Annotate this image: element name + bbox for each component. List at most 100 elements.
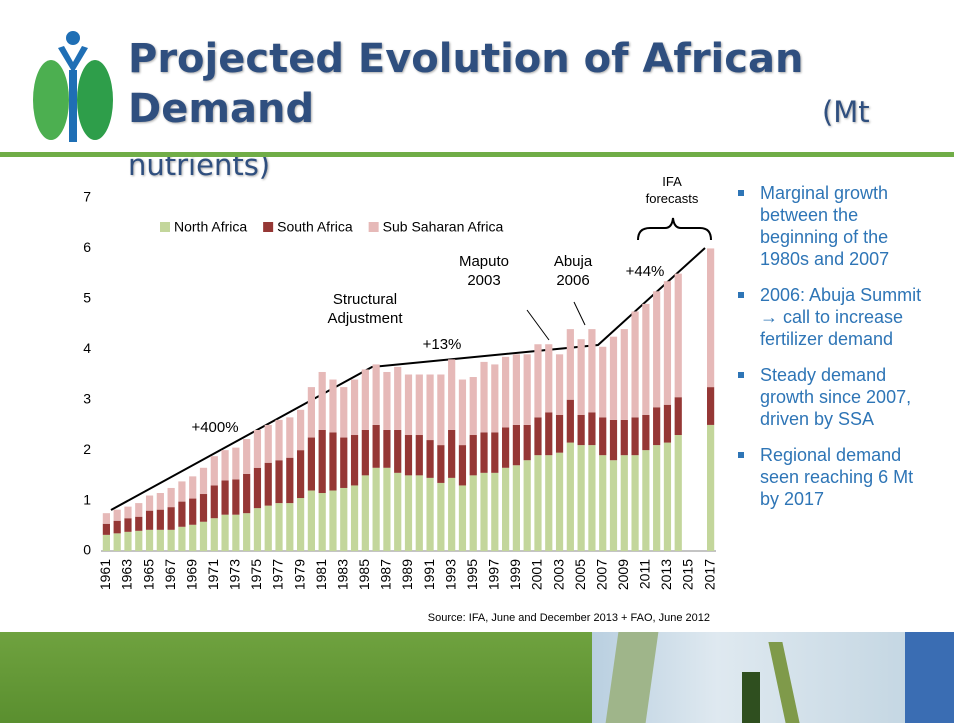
bar-segment bbox=[404, 435, 413, 476]
y-tick-label: 2 bbox=[83, 441, 91, 457]
x-tick-label: 1989 bbox=[399, 559, 415, 590]
bar-segment bbox=[275, 503, 283, 551]
x-tick-label: 1981 bbox=[313, 559, 329, 590]
bar-segment bbox=[674, 273, 682, 398]
x-tick-label: 1993 bbox=[442, 559, 458, 590]
bar-segment bbox=[243, 439, 251, 474]
x-tick-label: 1995 bbox=[464, 559, 480, 590]
bar-segment bbox=[502, 467, 510, 551]
bar-segment bbox=[340, 437, 348, 488]
bar-segment bbox=[653, 407, 661, 446]
bar-segment bbox=[199, 467, 208, 495]
bar-segment bbox=[426, 374, 434, 441]
bar-segment bbox=[707, 387, 715, 425]
arrow bbox=[573, 301, 586, 326]
bar-segment bbox=[458, 379, 467, 446]
bar-segment bbox=[135, 516, 143, 531]
y-tick-label: 0 bbox=[83, 542, 91, 558]
bar-segment bbox=[458, 485, 467, 551]
bar-segment bbox=[480, 432, 488, 473]
bar-segment bbox=[448, 429, 456, 478]
bar-segment bbox=[577, 445, 585, 551]
x-tick-label: 2007 bbox=[593, 559, 609, 590]
bar-segment bbox=[448, 477, 456, 551]
bar-segment bbox=[340, 487, 348, 551]
bar-segment bbox=[394, 472, 402, 551]
brace bbox=[637, 217, 712, 241]
bar-segment bbox=[178, 481, 186, 502]
annotation: +13% bbox=[422, 336, 462, 353]
bar-segment bbox=[275, 460, 283, 504]
bar-segment bbox=[135, 530, 143, 551]
bar-segment bbox=[340, 387, 348, 438]
bar-segment bbox=[113, 509, 121, 521]
logo bbox=[33, 31, 113, 142]
x-tick-label: 2009 bbox=[615, 559, 631, 590]
bar-segment bbox=[620, 455, 628, 551]
x-tick-label: 1973 bbox=[227, 559, 243, 590]
bar-segment bbox=[599, 346, 607, 418]
bar-segment bbox=[124, 506, 132, 519]
annotation: Structural Adjustment bbox=[327, 291, 403, 327]
bar-segment bbox=[124, 531, 132, 551]
bar-segment bbox=[156, 509, 164, 530]
bar-segment bbox=[167, 507, 175, 530]
bar-segment bbox=[383, 429, 391, 468]
bar-segment bbox=[243, 473, 251, 514]
bar-segment bbox=[307, 437, 315, 491]
x-tick-label: 1977 bbox=[270, 559, 286, 590]
bullet-list: Marginal growth between the beginning of… bbox=[738, 182, 930, 524]
bullet: Steady demand growth since 2007, driven … bbox=[738, 364, 930, 430]
x-tick-label: 1963 bbox=[119, 559, 135, 590]
bar-segment bbox=[329, 379, 337, 433]
bar-segment bbox=[674, 435, 682, 551]
bar-segment bbox=[361, 369, 369, 430]
bar-segment bbox=[189, 524, 197, 551]
slide-title: Projected Evolution of African Demand (M… bbox=[128, 34, 954, 190]
x-tick-label: 2011 bbox=[637, 559, 653, 589]
bullet: 2006: Abuja Summit → call to increase fe… bbox=[738, 284, 930, 350]
arrow bbox=[526, 309, 550, 341]
bar-segment bbox=[113, 520, 121, 534]
bar-segment bbox=[469, 377, 477, 436]
bar-segment bbox=[145, 495, 154, 511]
bar-segment bbox=[221, 450, 229, 481]
bar-segment bbox=[329, 432, 337, 491]
bar-segment bbox=[480, 472, 488, 551]
bar-segment bbox=[189, 476, 197, 499]
bar-segment bbox=[653, 445, 661, 551]
bar-segment bbox=[588, 412, 596, 446]
bar-segment bbox=[167, 487, 175, 508]
bar-segment bbox=[102, 534, 110, 551]
bar-segment bbox=[318, 429, 326, 494]
bar-segment bbox=[534, 344, 542, 418]
bar-segment bbox=[555, 354, 564, 415]
bar-segment bbox=[297, 409, 305, 451]
y-tick-label: 6 bbox=[83, 239, 91, 255]
x-tick-label: 1985 bbox=[356, 559, 372, 590]
x-tick-label: 1969 bbox=[183, 559, 199, 590]
bar-segment bbox=[350, 435, 359, 486]
bar-segment bbox=[491, 432, 499, 473]
bar-segment bbox=[588, 329, 596, 413]
legend-swatch bbox=[368, 222, 379, 232]
bar-segment bbox=[253, 467, 262, 509]
bar-segment bbox=[210, 456, 218, 486]
bar-segment bbox=[566, 442, 574, 551]
annotation: IFA forecasts bbox=[645, 174, 699, 206]
bar-segment bbox=[631, 311, 639, 418]
y-tick-label: 5 bbox=[83, 290, 91, 306]
bar-segment bbox=[448, 359, 456, 430]
bar-segment bbox=[609, 460, 618, 551]
bar-segment bbox=[361, 475, 369, 551]
bar-segment bbox=[404, 475, 413, 551]
bar-segment bbox=[545, 344, 553, 413]
header-rule bbox=[0, 152, 954, 157]
bar-segment bbox=[350, 379, 359, 436]
x-tick-label: 1991 bbox=[421, 559, 437, 590]
bar-segment bbox=[221, 514, 229, 551]
y-tick-label: 7 bbox=[83, 189, 91, 205]
bar-segment bbox=[426, 477, 434, 551]
bar-segment bbox=[555, 452, 564, 551]
